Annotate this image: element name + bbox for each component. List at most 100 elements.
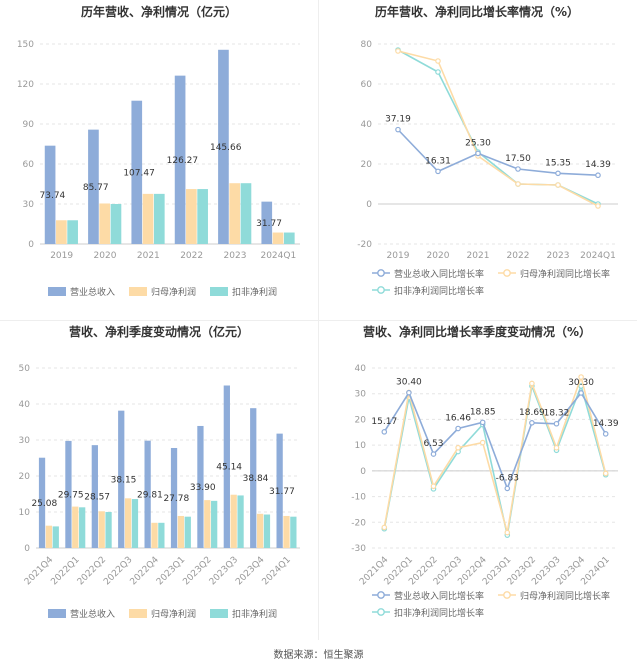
data-label: 126.27 [167,156,199,166]
bar [170,447,178,548]
y-tick-label: 80 [361,40,373,50]
y-tick-label: 30 [19,436,31,446]
bar [197,425,204,548]
chart-title: 历年营收、净利情况（亿元） [81,4,237,19]
legend-marker [377,591,385,599]
bar [250,408,257,548]
data-label: 73.74 [40,191,66,201]
legend-label: 营业总收入同比增长率 [394,268,484,280]
bar [99,203,111,244]
bar [118,410,125,548]
legend-swatch [48,609,66,618]
data-label: 17.50 [505,154,531,164]
data-label: 31.77 [256,219,282,229]
bar [67,220,78,244]
data-label: 33.90 [190,483,216,493]
legend-marker [377,269,385,277]
x-tick-label: 2019 [387,251,410,261]
legend-marker [377,286,385,294]
data-label: 29.75 [58,490,84,500]
y-tick-label: 40 [19,400,31,410]
legend-label: 归母净利润同比增长率 [520,590,610,602]
bar [197,189,208,244]
series-line [383,374,607,533]
data-label: 29.81 [137,490,163,500]
data-label: 145.66 [210,143,242,153]
y-tick-label: 60 [361,80,373,90]
bar [131,499,139,548]
legend-label: 营业总收入 [70,286,115,298]
data-point [435,69,441,75]
data-label: 30.40 [396,378,422,388]
data-point [475,150,481,157]
bar [98,511,105,548]
y-tick-label: 10 [19,508,31,518]
data-label: 18.69 [519,408,545,418]
y-tick-label: 90 [23,120,35,130]
y-tick-label: 10 [355,441,367,451]
bar [177,515,185,548]
data-point [435,168,441,175]
bar [237,495,244,548]
data-point [602,470,609,477]
y-tick-label: -20 [357,240,372,250]
bar [72,506,79,548]
bar [44,145,56,244]
chart-title: 营收、净利季度变动情况（亿元） [69,324,249,339]
y-tick-label: 0 [24,544,30,554]
data-point [515,181,521,187]
data-point [430,483,437,490]
y-tick-label: 50 [19,364,31,374]
y-tick-label: 30 [355,390,367,400]
data-point [479,419,486,426]
y-tick-label: 60 [23,160,35,170]
legend-swatch [210,609,228,618]
data-label: 6.53 [423,439,443,449]
bar [283,232,295,244]
bar [65,440,72,548]
legend-label: 扣非净利润同比增长率 [394,607,484,619]
legend-swatch [48,287,66,296]
x-tick-label: 2023 [224,251,247,261]
bar [290,516,297,548]
x-tick-label: 2019 [50,251,73,261]
bar [52,526,59,548]
chart-title: 历年营收、净利同比增长率情况（%） [375,4,579,19]
legend-marker [503,269,511,277]
data-source-note: 数据来源：恒生聚源 [273,650,364,661]
data-label: 28.57 [84,493,110,503]
bar [261,201,273,244]
data-label: 27.78 [163,494,189,504]
x-tick-label: 2022 [180,251,203,261]
data-label: 85.77 [83,183,109,193]
data-point [555,182,561,188]
data-point [504,529,511,536]
y-tick-label: 120 [17,80,34,90]
legend-label: 归母净利润 [151,286,196,298]
data-label: 16.46 [445,414,471,424]
bar [184,516,191,548]
x-tick-label: 2021 [137,251,160,261]
legend-label: 扣非净利润 [232,286,277,298]
data-point [555,170,561,177]
data-label: 38.84 [243,474,269,484]
data-point [455,425,461,432]
data-point [595,172,601,179]
data-label: 16.31 [425,156,451,166]
bar [230,494,237,548]
series-line [397,50,599,207]
data-point [395,126,401,133]
data-label: 25.08 [31,499,57,509]
data-point [529,380,535,387]
data-label: 30.30 [568,378,594,388]
legend-label: 归母净利润同比增长率 [520,268,610,280]
y-tick-label: -10 [351,493,366,503]
legend-label: 归母净利润 [151,608,196,620]
data-point [430,451,437,457]
data-label: 15.17 [371,417,397,427]
x-tick-label: 2022 [507,251,530,261]
bar [131,100,143,244]
data-point [602,431,609,437]
y-tick-label: 40 [361,120,373,130]
bar [38,457,46,548]
